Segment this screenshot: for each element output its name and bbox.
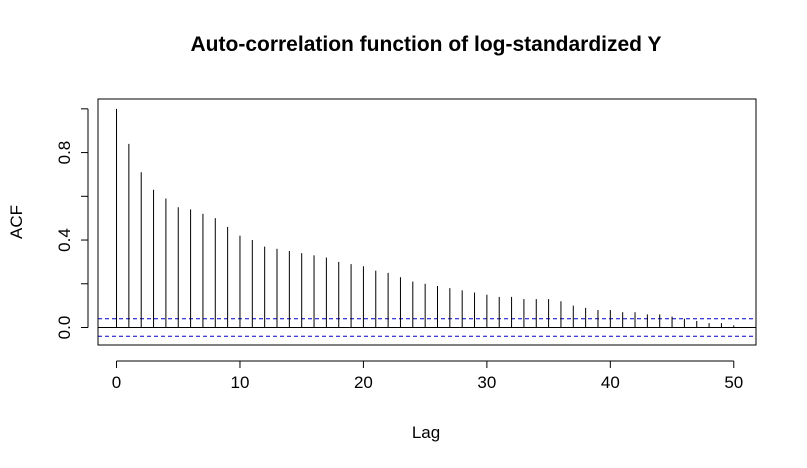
- x-axis-label: Lag: [412, 423, 440, 442]
- x-tick-label: 0: [112, 373, 121, 392]
- x-tick-label: 40: [601, 373, 620, 392]
- plot-frame: [97, 98, 757, 346]
- x-tick-label: 10: [231, 373, 250, 392]
- x-tick-label: 20: [354, 373, 373, 392]
- chart-title: Auto-correlation function of log-standar…: [191, 33, 662, 56]
- y-axis: 0.0 0.4 0.8: [55, 108, 89, 340]
- y-tick-label: 0.4: [55, 228, 74, 252]
- acf-bars: [116, 108, 735, 328]
- y-axis-label: ACF: [7, 205, 26, 239]
- x-tick-label: 30: [477, 373, 496, 392]
- y-tick-label: 0.0: [55, 316, 74, 340]
- x-axis: 0 10 20 30 40 50: [112, 360, 743, 392]
- x-tick-label: 50: [724, 373, 743, 392]
- confidence-band: [98, 318, 756, 337]
- y-tick-label: 0.8: [55, 141, 74, 165]
